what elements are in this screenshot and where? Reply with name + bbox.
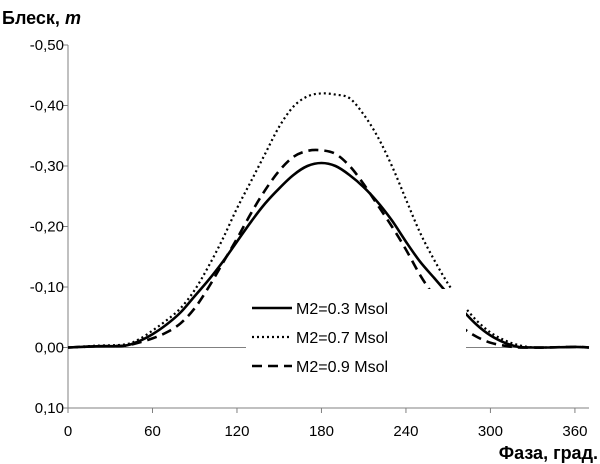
legend-label-1: M2=0.3 Msol — [296, 301, 388, 318]
y-axis-title-text: Блеск, — [2, 8, 65, 28]
x-tick-label: 240 — [393, 423, 418, 440]
legend-label-2: M2=0.7 Msol — [296, 330, 388, 347]
x-axis-title: Фаза, град. — [499, 443, 598, 463]
x-tick-label: 60 — [144, 423, 161, 440]
x-tick-label: 360 — [562, 423, 587, 440]
x-tick-label: 180 — [309, 423, 334, 440]
y-tick-label: 0,00 — [35, 340, 64, 357]
y-tick-label: 0,10 — [35, 400, 64, 417]
y-tick-label: -0,20 — [30, 219, 64, 236]
y-axis-title: Блеск, m — [2, 8, 81, 28]
legend: M2=0.3 Msol M2=0.7 Msol M2=0.9 Msol — [246, 289, 466, 384]
series-layer — [67, 92, 590, 349]
y-tick-label: -0,40 — [30, 98, 64, 115]
series-line-3 — [67, 148, 590, 349]
x-tick-label: 0 — [64, 423, 72, 440]
y-tick-labels: -0,50 -0,40 -0,30 -0,20 -0,10 0,00 0,10 — [30, 37, 64, 417]
x-tick-labels: 0 60 120 180 240 300 360 — [64, 423, 588, 440]
series-line-1 — [67, 161, 590, 349]
legend-label-3: M2=0.9 Msol — [296, 359, 388, 376]
y-tick-label: -0,30 — [30, 158, 64, 175]
y-axis-title-unit: m — [65, 8, 81, 28]
series-line-2 — [67, 92, 590, 349]
x-tick-label: 300 — [478, 423, 503, 440]
y-tick-label: -0,50 — [30, 37, 64, 54]
y-tick-label: -0,10 — [30, 279, 64, 296]
x-tick-label: 120 — [224, 423, 249, 440]
